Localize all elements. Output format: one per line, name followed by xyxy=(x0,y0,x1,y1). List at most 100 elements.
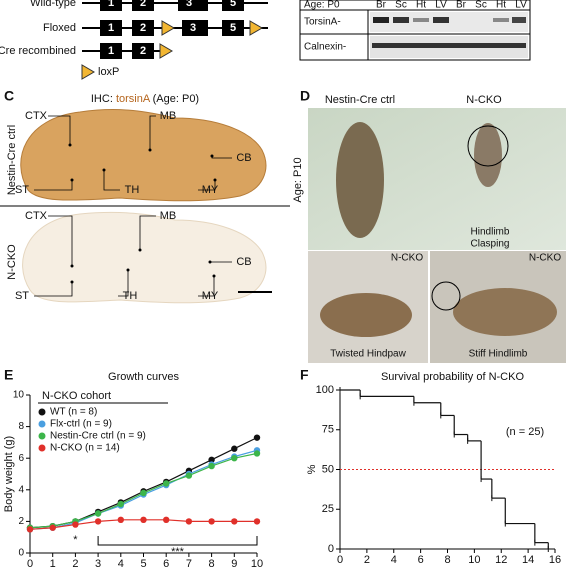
data-point xyxy=(49,524,56,531)
lane-label: Br xyxy=(456,0,467,11)
data-point xyxy=(185,472,193,479)
annotation: (n = 25) xyxy=(506,426,544,438)
leader-line xyxy=(118,270,129,297)
exon xyxy=(222,20,244,36)
leader-dot xyxy=(138,248,142,252)
significance-bracket xyxy=(97,536,258,546)
data-point xyxy=(163,480,170,487)
chart-title: Survival probability of N-CKO xyxy=(381,371,524,383)
data-point xyxy=(185,518,193,525)
legend-title: N-CKO cohort xyxy=(42,390,111,402)
x-tick-label: 4 xyxy=(391,554,397,566)
loxp-site xyxy=(161,20,175,36)
x-tick-label: 3 xyxy=(95,558,101,568)
leader-dot xyxy=(126,268,130,272)
photo-caption: Hindlimb xyxy=(471,227,510,238)
data-point xyxy=(231,518,238,525)
significance-label: * xyxy=(73,534,78,546)
title-part: torsinA xyxy=(116,93,151,105)
panel-title: IHC: torsinA (Age: P0) xyxy=(91,93,199,105)
region-label: ST xyxy=(15,184,29,196)
leader-dot xyxy=(70,264,74,268)
x-tick-label: 4 xyxy=(118,558,124,568)
y-tick-label: 0 xyxy=(328,543,334,555)
y-tick-label: 2 xyxy=(18,516,24,527)
leader-dot xyxy=(213,178,217,182)
exon xyxy=(132,43,154,59)
loxp-legend xyxy=(81,64,95,80)
age-label: Age: P10 xyxy=(292,157,304,202)
x-tick-label: 10 xyxy=(468,554,480,566)
photo-caption: Twisted Hindpaw xyxy=(330,349,406,360)
leader-line xyxy=(34,180,73,191)
exon xyxy=(100,0,122,11)
legend-label: Flx-ctrl (n = 9) xyxy=(50,419,112,430)
leader-line xyxy=(34,282,73,297)
data-point xyxy=(253,518,261,525)
data-point xyxy=(208,456,215,463)
exon xyxy=(182,20,204,36)
leader-line xyxy=(198,180,216,191)
leader-line xyxy=(149,115,156,150)
x-tick-label: 16 xyxy=(549,554,561,566)
exon xyxy=(132,20,154,36)
y-tick-label: 10 xyxy=(13,390,25,401)
data-point xyxy=(94,518,102,525)
legend-marker xyxy=(38,432,46,440)
y-tick-label: 75 xyxy=(322,424,334,436)
region-label: CB xyxy=(236,152,251,164)
y-axis-label: Body weight (g) xyxy=(3,436,15,512)
exon xyxy=(100,43,122,59)
exon-label: 5 xyxy=(230,22,236,34)
photo-label: Nestin-Cre ctrl xyxy=(325,94,395,106)
data-point xyxy=(253,450,261,457)
leader-dot xyxy=(68,143,72,147)
loxp-site xyxy=(159,43,173,59)
y-tick-label: 6 xyxy=(18,453,24,464)
leader-dot xyxy=(70,280,74,284)
panel-letter: C xyxy=(4,88,14,104)
lane-label: Sc xyxy=(475,0,487,11)
exon-label: 3 xyxy=(186,0,192,9)
panel-letter: E xyxy=(4,367,13,383)
leader-line xyxy=(48,115,71,145)
legend-label: Nestin-Cre ctrl (n = 9) xyxy=(50,431,146,442)
exon-label: 1 xyxy=(108,22,114,34)
title-part: (Age: P0) xyxy=(150,93,200,105)
leader-line xyxy=(198,276,215,297)
exon-label: 1 xyxy=(108,0,114,9)
loxp-site xyxy=(249,20,263,36)
legend-label: N-CKO (n = 14) xyxy=(50,443,120,454)
exon xyxy=(178,0,200,11)
blot-age: Age: P0 xyxy=(304,0,340,11)
lane-label: Ht xyxy=(416,0,426,11)
data-point xyxy=(253,434,261,441)
row-label: Floxed xyxy=(43,22,76,34)
data-point xyxy=(231,455,238,462)
exon-label: 2 xyxy=(140,0,146,9)
x-tick-label: 6 xyxy=(163,558,169,568)
x-tick-label: 9 xyxy=(231,558,237,568)
exon xyxy=(222,0,244,11)
x-tick-label: 2 xyxy=(364,554,370,566)
leader-line xyxy=(48,215,73,266)
mouse-photos xyxy=(308,108,566,363)
lane-label: Ht xyxy=(496,0,506,11)
panel-letter: F xyxy=(300,367,309,383)
row-label: Cre recombined xyxy=(0,45,76,57)
photo-label: N-CKO xyxy=(466,94,502,106)
exon-label: 1 xyxy=(108,45,114,57)
y-tick-label: 8 xyxy=(18,421,24,432)
x-tick-label: 8 xyxy=(444,554,450,566)
significance-label: *** xyxy=(171,546,185,558)
x-tick-label: 2 xyxy=(72,558,78,568)
y-tick-label: 4 xyxy=(18,484,24,495)
x-tick-label: 14 xyxy=(522,554,534,566)
photo-tag: N-CKO xyxy=(529,253,561,264)
region-label: CTX xyxy=(25,210,48,222)
data-point xyxy=(72,521,79,528)
region-label: CTX xyxy=(25,110,48,122)
x-tick-label: 6 xyxy=(418,554,424,566)
region-label: TH xyxy=(125,184,140,196)
